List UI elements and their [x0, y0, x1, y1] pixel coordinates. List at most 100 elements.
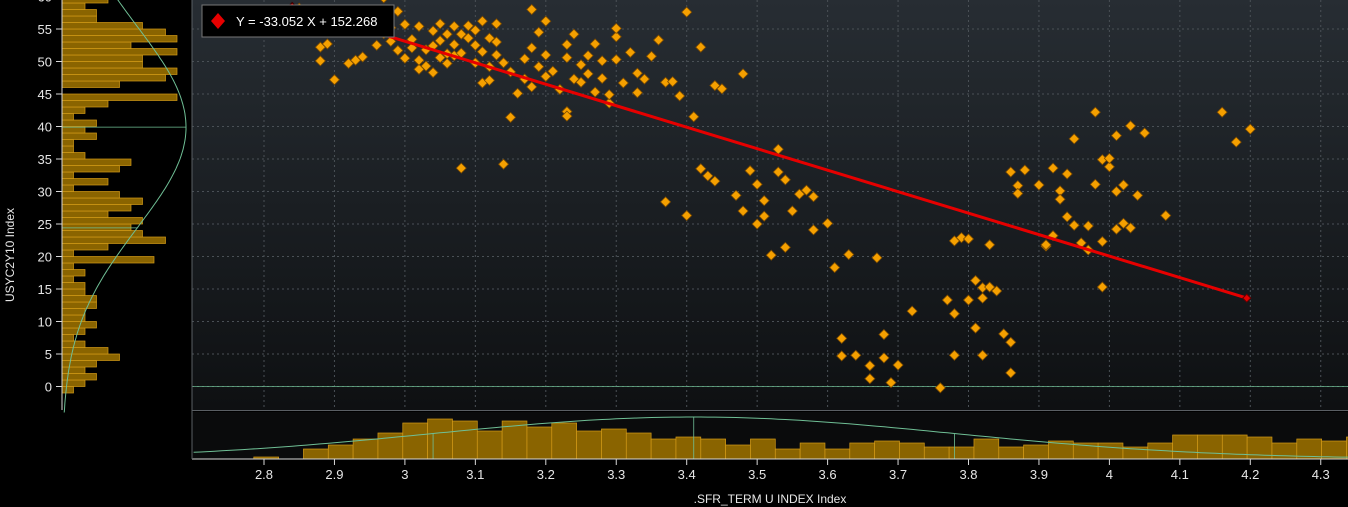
- data-point: [1110, 223, 1123, 235]
- data-point: [681, 6, 693, 18]
- data-point: [864, 373, 876, 385]
- data-point: [1160, 209, 1172, 222]
- data-point: [984, 281, 996, 293]
- y-tick-label: 55: [38, 22, 52, 37]
- data-point: [497, 158, 510, 170]
- y-histogram-bar: [61, 197, 143, 205]
- data-point: [779, 174, 791, 186]
- y-histogram-bar: [61, 119, 97, 127]
- data-point: [575, 59, 587, 71]
- y-histogram-bar: [61, 275, 74, 283]
- x-histogram-bar: [700, 438, 726, 460]
- x-histogram-bar: [1346, 436, 1348, 460]
- y-histogram-bar: [61, 204, 132, 212]
- y-histogram-bar: [61, 152, 86, 160]
- data-point: [1061, 211, 1073, 223]
- y-histogram-bar: [61, 165, 120, 173]
- x-histogram-bar: [799, 442, 826, 460]
- data-point: [582, 50, 594, 62]
- x-tick-label: 2.9: [325, 467, 343, 482]
- y-histogram-bar: [61, 288, 86, 296]
- data-point: [610, 31, 622, 43]
- data-point: [1061, 168, 1073, 180]
- data-point: [1019, 164, 1031, 176]
- data-point: [610, 22, 622, 34]
- data-point: [934, 382, 946, 394]
- x-tick-label: 3.2: [537, 467, 555, 482]
- data-point: [984, 239, 996, 251]
- data-point: [483, 74, 496, 86]
- y-histogram-bar: [61, 0, 109, 4]
- x-histogram-bar: [1097, 442, 1124, 460]
- y-tick-label: 5: [45, 347, 52, 362]
- y-histogram-bar: [61, 22, 143, 30]
- data-point: [1005, 367, 1017, 379]
- data-point: [603, 89, 615, 101]
- data-point: [490, 36, 503, 48]
- y-histogram-bar: [61, 230, 143, 238]
- data-point: [1005, 336, 1017, 348]
- data-point: [1139, 127, 1151, 139]
- y-histogram-bar: [61, 35, 178, 43]
- y-histogram-bar: [61, 100, 109, 108]
- data-point: [589, 86, 601, 98]
- data-point: [977, 292, 989, 304]
- data-point: [836, 332, 848, 344]
- y-histogram-bar: [61, 262, 74, 270]
- y-histogram-bar: [61, 15, 97, 23]
- scatter-points: [286, 0, 1256, 394]
- y-tick-label: 40: [38, 120, 52, 135]
- axes: [61, 0, 1348, 460]
- data-point: [977, 349, 989, 361]
- y-histogram-bar: [61, 171, 74, 179]
- data-point: [709, 175, 721, 187]
- data-point: [829, 261, 841, 274]
- data-point: [1103, 152, 1115, 164]
- data-point: [540, 70, 552, 83]
- data-point: [547, 65, 559, 77]
- latest-data-point: [1242, 293, 1252, 303]
- regression-line: [291, 5, 1252, 303]
- data-point: [955, 232, 968, 244]
- data-point: [526, 3, 538, 16]
- data-point: [1012, 187, 1024, 200]
- y-histogram-bar: [61, 184, 74, 192]
- data-point: [462, 32, 474, 44]
- data-point: [1033, 179, 1045, 191]
- data-point: [807, 224, 820, 236]
- y-histogram-bar: [61, 191, 120, 199]
- y-histogram-bar: [61, 379, 86, 387]
- data-point: [533, 26, 545, 38]
- y-histogram-bar: [61, 249, 74, 257]
- x-tick-label: 2.8: [255, 467, 273, 482]
- data-point: [1117, 179, 1130, 191]
- data-point: [674, 90, 686, 102]
- y-histogram-bar: [61, 269, 86, 277]
- data-point: [892, 359, 904, 371]
- y-histogram-bar: [61, 366, 86, 374]
- x-tick-labels: 2.8 2.9 3 3.1 3.2 3.3 3.4 3.5 3.6 3.7 3.8 3.9 4 4.1 4.…: [255, 459, 1330, 482]
- legend: Y = -33.052 X + 152.268: [201, 4, 395, 38]
- data-point: [561, 39, 573, 51]
- data-point: [568, 28, 580, 40]
- x-histogram-bar: [551, 422, 577, 460]
- x-tick-label: 3.6: [819, 467, 837, 482]
- data-point: [737, 68, 749, 80]
- data-point: [1040, 239, 1052, 251]
- y-histogram-bar: [61, 210, 109, 218]
- data-point: [969, 322, 982, 334]
- data-point: [575, 76, 587, 88]
- data-point: [371, 39, 383, 51]
- data-point: [589, 38, 601, 50]
- data-point: [631, 67, 643, 79]
- x-tick-label: 3: [401, 467, 408, 482]
- x-histogram-bar: [452, 420, 478, 460]
- data-point: [490, 49, 503, 61]
- x-tick-label: 3.3: [607, 467, 625, 482]
- x-tick-label: 3.5: [748, 467, 766, 482]
- data-point: [948, 349, 960, 361]
- data-point: [1244, 123, 1256, 135]
- x-histogram-bar: [1172, 434, 1198, 460]
- legend-box: [201, 4, 395, 38]
